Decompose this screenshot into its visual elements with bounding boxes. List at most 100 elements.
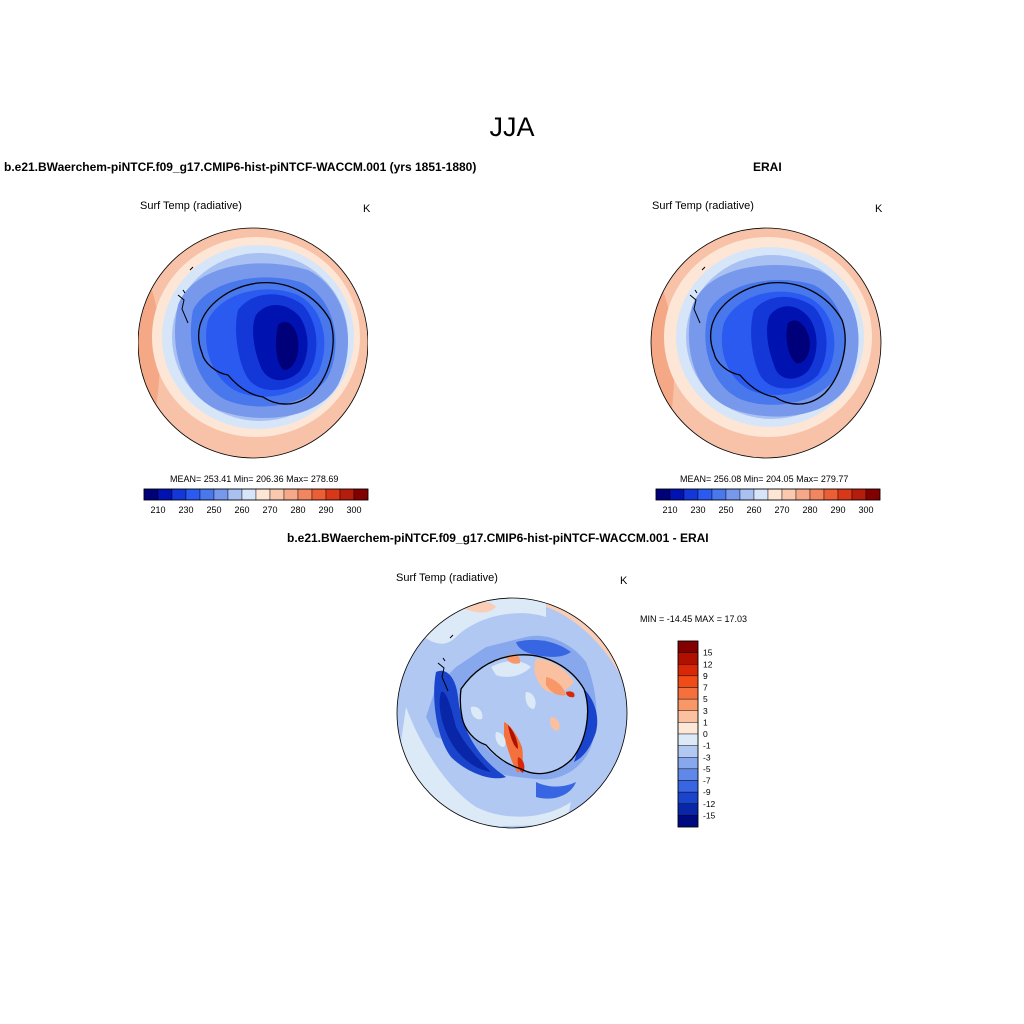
panel-3-colorbar-swatches [677, 640, 699, 828]
colorbar-tick-label: 9 [703, 671, 708, 681]
panel-2-title: ERAI [753, 160, 782, 174]
panel-3-field [397, 598, 627, 828]
colorbar-tick-label: -5 [703, 764, 711, 774]
colorbar-swatch [199, 488, 215, 501]
colorbar-swatch [213, 488, 229, 501]
colorbar-swatch [697, 488, 713, 501]
colorbar-tick-label: 290 [318, 505, 333, 515]
panel-3-map [396, 597, 628, 829]
colorbar-swatch [677, 780, 699, 793]
colorbar-swatch [353, 488, 369, 501]
panel-3-stats: MIN = -14.45 MAX = 17.03 [640, 614, 748, 624]
colorbar-tick-label: 270 [774, 505, 789, 515]
panel-1-stats: MEAN= 253.41 Min= 206.36 Max= 278.69 [170, 474, 339, 484]
colorbar-tick-label: 260 [746, 505, 761, 515]
colorbar-swatch [711, 488, 727, 501]
colorbar-swatch [311, 488, 327, 501]
colorbar-tick-label: 7 [703, 683, 708, 693]
colorbar-swatch [677, 815, 699, 828]
colorbar-tick-label: 210 [150, 505, 165, 515]
colorbar-tick-label: -9 [703, 787, 711, 797]
panel-3-map-border [396, 597, 628, 829]
colorbar-swatch [683, 488, 699, 501]
colorbar-swatch [677, 710, 699, 723]
panel-3-units: K [620, 575, 628, 587]
colorbar-swatch [297, 488, 313, 501]
colorbar-tick-label: 230 [690, 505, 705, 515]
colorbar-tick-label: 250 [206, 505, 221, 515]
colorbar-tick-label: 230 [178, 505, 193, 515]
colorbar-swatch [851, 488, 867, 501]
panel-3-title: b.e21.BWaerchem-piNTCF.f09_g17.CMIP6-his… [287, 531, 709, 545]
colorbar-tick-label: 12 [703, 659, 713, 669]
panel-2-field [651, 228, 881, 458]
colorbar-swatch [767, 488, 783, 501]
figure-title: JJA [489, 112, 535, 142]
colorbar-swatch [655, 488, 671, 501]
colorbar-tick-label: 3 [703, 706, 708, 716]
panel-2-colorbar-labels: 210 230 250 260 270 280 290 300 [662, 505, 873, 515]
colorbar-swatch [677, 652, 699, 665]
colorbar-swatch [677, 757, 699, 770]
panel-2-colorbar-swatches [655, 488, 881, 501]
panel-2-map-border [650, 227, 882, 459]
colorbar-swatch [837, 488, 853, 501]
colorbar-swatch [283, 488, 299, 501]
colorbar-swatch [677, 791, 699, 804]
colorbar-swatch [677, 722, 699, 735]
colorbar-tick-label: -1 [703, 741, 711, 751]
colorbar-tick-label: 5 [703, 694, 708, 704]
panel-1-title: b.e21.BWaerchem-piNTCF.f09_g17.CMIP6-his… [4, 160, 477, 174]
panel-1-map [138, 227, 368, 459]
colorbar-tick-label: 1 [703, 717, 708, 727]
colorbar-tick-label: 15 [703, 648, 713, 658]
colorbar-swatch [255, 488, 271, 501]
colorbar-swatch [739, 488, 755, 501]
panel-2-stats: MEAN= 256.08 Min= 204.05 Max= 279.77 [680, 474, 849, 484]
panel-1-colorbar: 210 230 250 260 270 280 290 300 [143, 488, 369, 515]
panel-2-map [650, 227, 882, 459]
panel-1-map-border [138, 227, 368, 459]
colorbar-swatch [753, 488, 769, 501]
colorbar-tick-label: 0 [703, 729, 708, 739]
colorbar-tick-label: -3 [703, 752, 711, 762]
panel-1-colorbar-swatches [143, 488, 369, 501]
colorbar-swatch [241, 488, 257, 501]
colorbar-swatch [325, 488, 341, 501]
colorbar-tick-label: 250 [718, 505, 733, 515]
colorbar-swatch [677, 745, 699, 758]
colorbar-swatch [677, 687, 699, 700]
colorbar-tick-label: 300 [858, 505, 873, 515]
colorbar-swatch [669, 488, 685, 501]
colorbar-tick-label: 300 [346, 505, 361, 515]
panel-1-units: K [363, 203, 371, 215]
colorbar-swatch [809, 488, 825, 501]
colorbar-tick-label: -12 [703, 799, 716, 809]
colorbar-swatch [677, 698, 699, 711]
colorbar-tick-label: 280 [290, 505, 305, 515]
panel-3-variable: Surf Temp (radiative) [396, 572, 498, 584]
panel-1-variable: Surf Temp (radiative) [140, 200, 242, 212]
colorbar-swatch [865, 488, 881, 501]
panel-2-variable: Surf Temp (radiative) [652, 200, 754, 212]
panel-2-units: K [875, 203, 883, 215]
colorbar-swatch [795, 488, 811, 501]
colorbar-swatch [269, 488, 285, 501]
colorbar-swatch [677, 640, 699, 653]
colorbar-swatch [677, 664, 699, 677]
colorbar-swatch [227, 488, 243, 501]
colorbar-swatch [677, 768, 699, 781]
colorbar-swatch [171, 488, 187, 501]
colorbar-swatch [725, 488, 741, 501]
colorbar-tick-label: 270 [262, 505, 277, 515]
colorbar-swatch [781, 488, 797, 501]
colorbar-tick-label: 210 [662, 505, 677, 515]
colorbar-swatch [143, 488, 159, 501]
panel-2-colorbar: 210 230 250 260 270 280 290 300 [655, 488, 881, 515]
colorbar-swatch [677, 733, 699, 746]
colorbar-swatch [823, 488, 839, 501]
colorbar-tick-label: -15 [703, 810, 716, 820]
colorbar-tick-label: 280 [802, 505, 817, 515]
